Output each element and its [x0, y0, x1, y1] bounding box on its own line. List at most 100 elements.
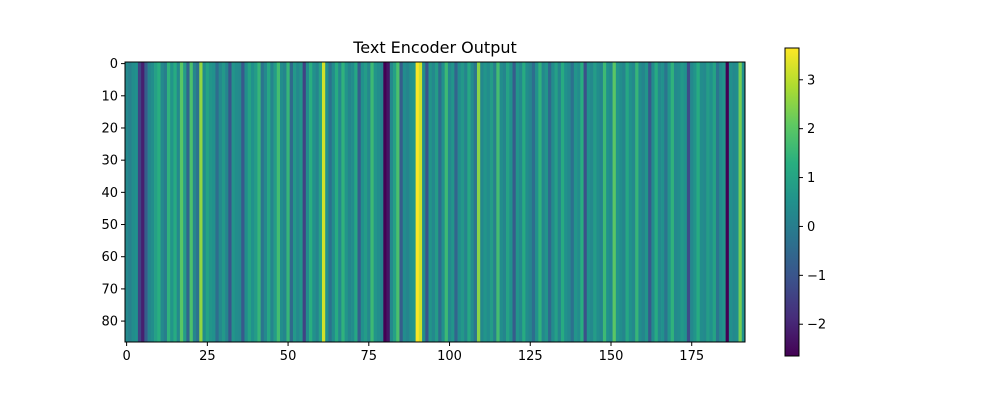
heatmap-column — [328, 62, 333, 342]
heatmap-column — [606, 62, 610, 342]
heatmap-column — [644, 62, 649, 342]
heatmap-column — [218, 62, 223, 342]
heatmap-column — [341, 62, 345, 342]
heatmap-column — [699, 62, 704, 342]
heatmap-column — [131, 62, 136, 342]
heatmap-column — [179, 62, 184, 342]
y-tick-label: 10 — [101, 89, 118, 104]
heatmap-column — [557, 62, 562, 342]
x-axis: 0 25 50 75 100 125 150 175 — [122, 342, 704, 364]
heatmap-column — [231, 62, 236, 342]
heatmap-column — [460, 62, 465, 342]
heatmap-column — [531, 62, 536, 342]
x-tick-label: 50 — [280, 349, 297, 364]
heatmap-column — [560, 62, 565, 342]
heatmap-column — [599, 62, 604, 342]
heatmap-column — [657, 62, 662, 342]
heatmap-column — [480, 62, 484, 342]
heatmap-column — [186, 62, 190, 342]
heatmap-column — [683, 62, 688, 342]
colorbar-tick-label: 0 — [807, 220, 815, 235]
heatmap-column — [722, 62, 726, 342]
heatmap-column — [670, 62, 675, 342]
colorbar — [784, 47, 800, 357]
heatmap-column — [715, 62, 720, 342]
heatmap-column — [641, 62, 646, 342]
x-tick-label: 0 — [122, 349, 130, 364]
heatmap-column — [709, 62, 714, 342]
heatmap-column — [283, 62, 287, 342]
heatmap-column — [199, 62, 203, 342]
heatmap-column — [680, 62, 684, 342]
heatmap-column — [396, 62, 400, 342]
heatmap-column — [593, 62, 597, 342]
heatmap-column — [228, 62, 232, 342]
heatmap-column — [166, 62, 171, 342]
heatmap-column — [577, 62, 581, 342]
heatmap-column — [515, 62, 520, 342]
heatmap-column — [192, 62, 197, 342]
heatmap-column — [321, 62, 326, 342]
heatmap-column — [438, 62, 442, 342]
heatmap-column — [696, 62, 701, 342]
heatmap-column — [263, 62, 268, 342]
heatmap-column — [405, 62, 410, 342]
heatmap-column — [257, 62, 261, 342]
y-tick-label: 70 — [101, 282, 118, 297]
heatmap-column — [238, 62, 242, 342]
heatmap-column — [473, 62, 478, 342]
heatmap-column — [706, 62, 710, 342]
heatmap-column — [128, 62, 132, 342]
heatmap-column — [173, 62, 178, 342]
heatmap-column — [615, 62, 620, 342]
heatmap-column — [564, 62, 568, 342]
chart-title: Text Encoder Output — [352, 38, 517, 57]
heatmap-column — [454, 62, 458, 342]
heatmap-column — [241, 62, 245, 342]
heatmap-column — [296, 62, 300, 342]
heatmap-column — [486, 62, 491, 342]
heatmap-column — [551, 62, 555, 342]
heatmap-column — [386, 62, 391, 342]
heatmap-column — [651, 62, 655, 342]
heatmap-column — [334, 62, 339, 342]
colorbar-tick-label: −2 — [807, 318, 826, 333]
heatmap-column — [525, 62, 529, 342]
heatmap-column — [425, 62, 429, 342]
heatmap-column — [351, 62, 355, 342]
heatmap-column — [399, 62, 404, 342]
y-tick-label: 50 — [101, 218, 118, 233]
heatmap-column — [225, 62, 229, 342]
heatmap-column — [412, 62, 416, 342]
colorbar-axis: −2 −1 0 1 2 3 — [799, 73, 826, 333]
heatmap-column — [567, 62, 571, 342]
heatmap-column — [596, 62, 601, 342]
heatmap-column — [402, 62, 407, 342]
heatmap-column — [583, 62, 588, 342]
heatmap-column — [686, 62, 691, 342]
heatmap-column — [315, 62, 320, 342]
y-tick-label: 60 — [101, 250, 118, 265]
heatmap-column — [612, 62, 617, 342]
heatmap-column — [428, 62, 433, 342]
heatmap-column — [234, 62, 239, 342]
heatmap-column — [212, 62, 216, 342]
heatmap-column — [270, 62, 274, 342]
heatmap-column — [163, 62, 168, 342]
heatmap-column — [125, 62, 129, 342]
heatmap-column — [276, 62, 281, 342]
heatmap-column — [609, 62, 613, 342]
heatmap-column — [354, 62, 358, 342]
colorbar-tick-label: 3 — [807, 73, 815, 88]
heatmap-column — [664, 62, 668, 342]
heatmap-column — [292, 62, 297, 342]
x-tick-label: 125 — [518, 349, 543, 364]
heatmap-column — [451, 62, 455, 342]
heatmap-column — [741, 62, 746, 342]
heatmap-column — [280, 62, 284, 342]
heatmap-column — [535, 62, 539, 342]
heatmap-column — [267, 62, 271, 342]
heatmap-column — [493, 62, 497, 342]
heatmap-column — [393, 62, 397, 342]
x-tick-label: 175 — [679, 349, 704, 364]
